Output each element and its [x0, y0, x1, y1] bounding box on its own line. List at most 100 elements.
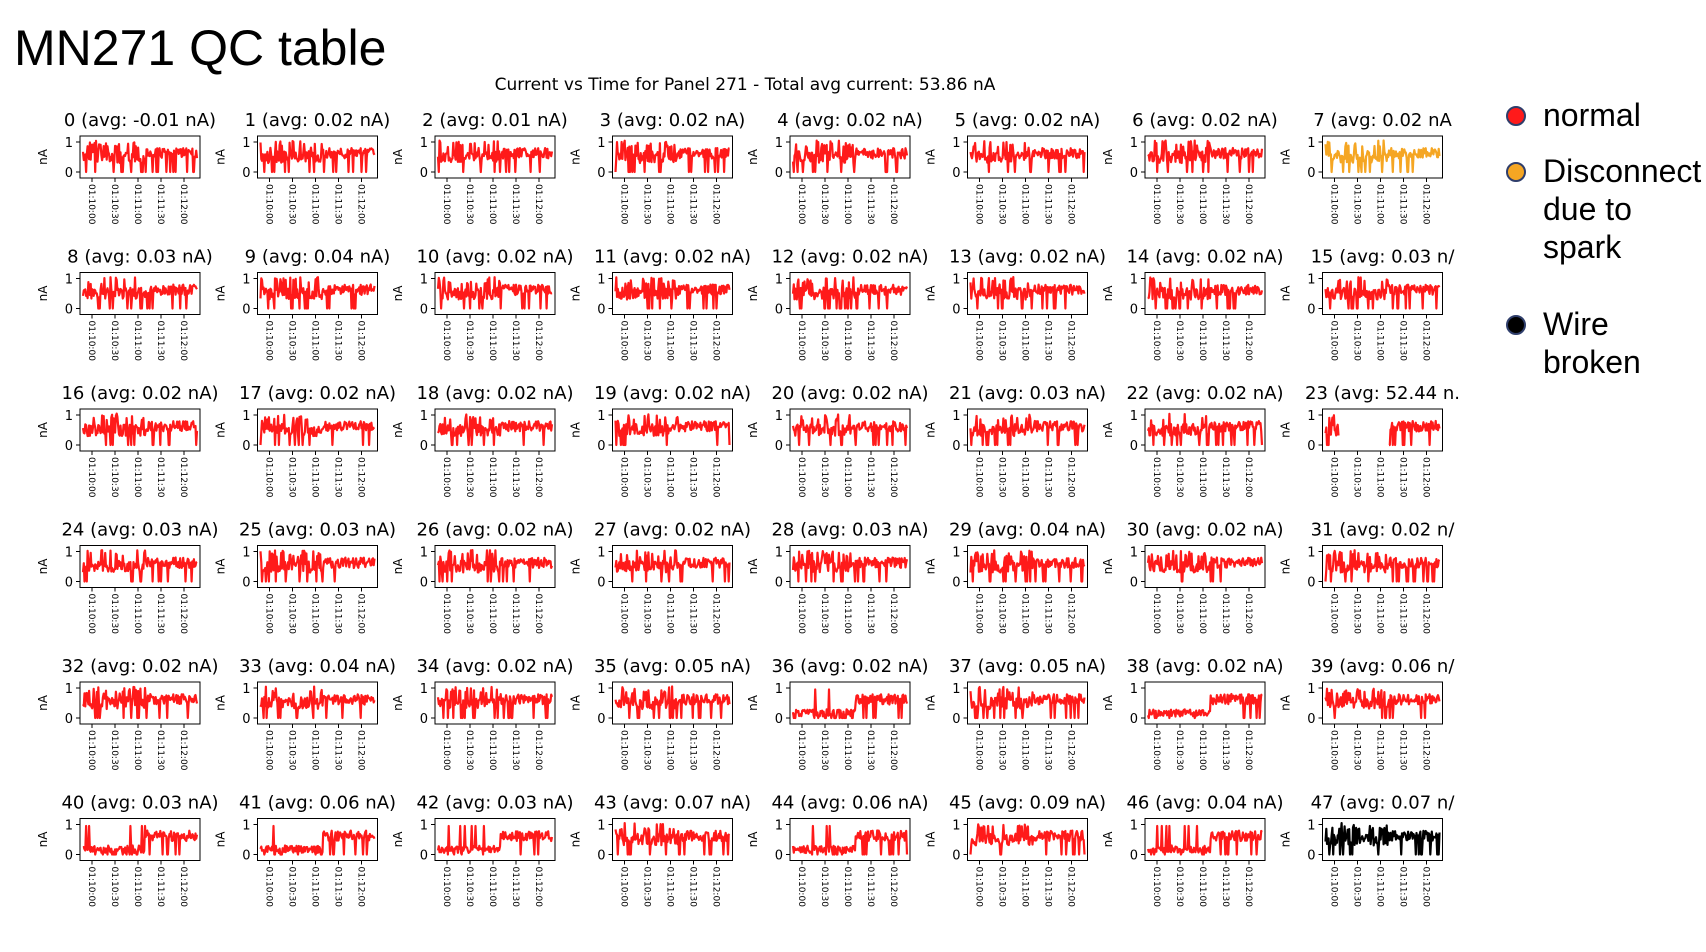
x-tick-label: 01:10:00	[86, 184, 96, 225]
x-tick-label: 01:10:00	[86, 321, 96, 362]
x-tick-label: 01:11:00	[1197, 321, 1207, 362]
x-tick-label: 01:11:00	[1375, 184, 1385, 225]
series-trace	[436, 685, 554, 720]
x-tick-label: 01:12:00	[888, 457, 898, 498]
y-tick-label: 0	[420, 166, 428, 181]
y-axis-label: nA	[746, 558, 760, 575]
y-axis-label: nA	[391, 831, 405, 848]
series-trace	[969, 823, 1086, 856]
x-tick-label: 01:11:00	[1197, 867, 1207, 908]
x-tick-label: 01:12:00	[178, 730, 188, 771]
y-tick-label: 1	[1130, 682, 1138, 697]
x-tick-label: 01:10:00	[974, 730, 984, 771]
y-tick-label: 1	[65, 546, 73, 561]
series-trace	[791, 688, 909, 720]
series-trace	[791, 413, 909, 447]
y-axis-label: nA	[36, 831, 50, 848]
y-tick-label: 1	[775, 819, 783, 834]
y-tick-label: 1	[242, 819, 250, 834]
plot-frame	[434, 408, 556, 452]
panel-29: 29 (avg: 0.04 nA) nA 1 0 01:10:00 01:10:30 01:…	[924, 520, 1107, 635]
panel-34: 34 (avg: 0.02 nA) nA 1 0 01:10:00 01:10:30 01:…	[391, 656, 574, 771]
x-tick-label: 01:10:00	[441, 184, 451, 225]
x-tick-label: 01:11:00	[1197, 457, 1207, 498]
series-trace	[259, 276, 376, 310]
y-tick-label: 0	[420, 439, 428, 454]
x-tick-label: 01:10:30	[287, 730, 297, 771]
x-tick-label: 01:10:30	[1352, 867, 1362, 908]
x-tick-label: 01:11:30	[1043, 867, 1053, 908]
x-tick-label: 01:10:00	[1151, 594, 1161, 635]
y-axis-label: nA	[391, 285, 405, 302]
x-tick-label: 01:10:00	[1329, 457, 1339, 498]
x-tick-label: 01:12:00	[356, 457, 366, 498]
y-tick-label: 1	[242, 273, 250, 288]
legend-item-normal: normal	[1506, 96, 1641, 134]
y-tick-label: 1	[775, 273, 783, 288]
panel-28: 28 (avg: 0.03 nA) nA 1 0 01:10:00 01:10:30 01:…	[746, 520, 929, 635]
x-tick-label: 01:12:00	[1066, 730, 1076, 771]
x-tick-label: 01:10:00	[619, 457, 629, 498]
x-tick-label: 01:11:00	[1375, 867, 1385, 908]
y-tick-label: 0	[65, 576, 73, 591]
x-tick-label: 01:12:00	[1066, 184, 1076, 225]
panel-38: 38 (avg: 0.02 nA) nA 1 0 01:10:00 01:10:30 01:…	[1101, 656, 1284, 771]
panel-36: 36 (avg: 0.02 nA) nA 1 0 01:10:00 01:10:30 01:…	[746, 656, 929, 771]
panel-title: 35 (avg: 0.05 nA)	[594, 656, 751, 677]
series-trace	[969, 140, 1086, 174]
y-axis-label: nA	[569, 148, 583, 165]
x-tick-label: 01:11:00	[1375, 730, 1385, 771]
x-tick-label: 01:11:30	[1043, 321, 1053, 362]
series-trace	[436, 549, 554, 583]
x-tick-label: 01:10:30	[464, 594, 474, 635]
plot-frame	[434, 545, 556, 588]
y-axis-label: nA	[214, 148, 228, 165]
plot-frame	[612, 408, 733, 452]
x-tick-label: 01:11:30	[865, 184, 875, 225]
x-tick-label: 01:10:00	[1151, 730, 1161, 771]
plot-frame	[257, 818, 378, 861]
panel-title: 8 (avg: 0.03 nA)	[67, 247, 213, 268]
x-tick-label: 01:11:30	[333, 184, 343, 225]
panel-title: 2 (avg: 0.01 nA)	[422, 110, 568, 131]
y-tick-label: 0	[597, 166, 605, 181]
plot-frame	[434, 272, 556, 315]
y-axis-label: nA	[391, 694, 405, 711]
x-tick-label: 01:10:00	[619, 184, 629, 225]
y-tick-label: 0	[420, 712, 428, 727]
panel-title: 18 (avg: 0.02 nA)	[416, 383, 573, 404]
panel-32: 32 (avg: 0.02 nA) nA 1 0 01:10:00 01:10:30 01:…	[36, 656, 219, 771]
y-tick-label: 0	[242, 303, 250, 318]
x-tick-label: 01:11:30	[510, 321, 520, 362]
x-tick-label: 01:11:00	[1375, 321, 1385, 362]
y-axis-label: nA	[1279, 831, 1293, 848]
x-tick-label: 01:11:30	[1398, 730, 1408, 771]
y-tick-label: 1	[952, 546, 960, 561]
x-tick-label: 01:12:00	[1243, 730, 1253, 771]
plot-frame	[434, 818, 556, 861]
x-tick-label: 01:11:30	[510, 184, 520, 225]
x-tick-label: 01:12:00	[533, 321, 543, 362]
plot-frame	[967, 818, 1088, 861]
plot-frame	[1322, 681, 1443, 725]
series-trace	[1324, 549, 1441, 583]
x-tick-label: 01:10:00	[619, 321, 629, 362]
plot-frame	[1144, 272, 1266, 315]
x-tick-label: 01:10:00	[86, 457, 96, 498]
x-tick-label: 01:11:00	[310, 321, 320, 362]
y-tick-label: 0	[775, 166, 783, 181]
y-tick-label: 1	[1130, 136, 1138, 151]
y-axis-label: nA	[214, 558, 228, 575]
x-tick-label: 01:11:00	[1020, 457, 1030, 498]
panel-title: 9 (avg: 0.04 nA)	[245, 247, 391, 268]
y-tick-label: 0	[597, 712, 605, 727]
chart-title: Current vs Time for Panel 271 - Total av…	[495, 75, 996, 95]
x-tick-label: 01:10:30	[109, 321, 119, 362]
plot-frame	[1322, 545, 1443, 588]
x-tick-label: 01:12:00	[711, 184, 721, 225]
y-tick-label: 0	[1130, 439, 1138, 454]
panel-title: 26 (avg: 0.02 nA)	[416, 520, 573, 541]
plot-frame	[789, 135, 911, 179]
panel-16: 16 (avg: 0.02 nA) nA 1 0 01:10:00 01:10:30 01:…	[36, 383, 219, 498]
y-axis-label: nA	[746, 285, 760, 302]
